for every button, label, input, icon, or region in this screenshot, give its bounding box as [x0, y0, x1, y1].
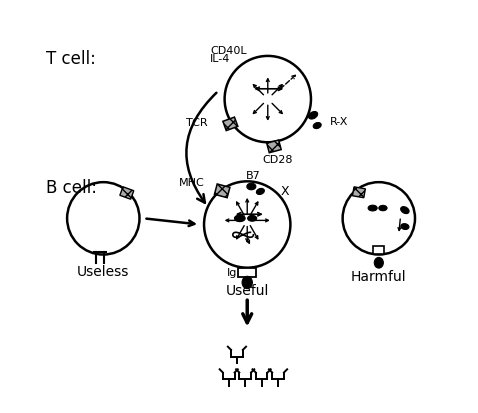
Text: CD40L: CD40L: [210, 45, 247, 56]
Ellipse shape: [235, 216, 245, 222]
Text: X: X: [281, 185, 290, 198]
Text: T cell:: T cell:: [46, 50, 96, 68]
Ellipse shape: [379, 206, 387, 211]
Circle shape: [225, 57, 311, 143]
Text: Ig: Ig: [227, 267, 237, 277]
Ellipse shape: [248, 216, 257, 222]
Ellipse shape: [247, 184, 256, 190]
Bar: [238, 268, 256, 278]
Text: R-X: R-X: [329, 117, 348, 127]
FancyArrowPatch shape: [186, 93, 217, 203]
Bar: [120, 188, 134, 200]
Ellipse shape: [368, 206, 377, 211]
Ellipse shape: [401, 224, 409, 230]
Ellipse shape: [401, 207, 409, 214]
Text: Useful: Useful: [226, 284, 269, 298]
Ellipse shape: [308, 112, 318, 120]
Text: B7: B7: [246, 171, 261, 180]
Ellipse shape: [242, 277, 252, 289]
Ellipse shape: [374, 258, 383, 268]
Ellipse shape: [313, 123, 321, 129]
Bar: [223, 118, 238, 131]
Ellipse shape: [256, 189, 264, 195]
Bar: [215, 185, 230, 198]
Text: IL-4: IL-4: [210, 54, 230, 64]
Text: TCR: TCR: [186, 118, 208, 128]
Text: Useless: Useless: [77, 264, 130, 278]
Bar: [352, 188, 365, 198]
Text: CD28: CD28: [263, 154, 293, 164]
Text: B cell:: B cell:: [46, 179, 97, 197]
Text: Harmful: Harmful: [351, 269, 407, 283]
Bar: [267, 141, 281, 153]
Bar: [373, 247, 384, 254]
Circle shape: [343, 183, 415, 255]
Circle shape: [204, 182, 291, 268]
Text: MHC: MHC: [179, 177, 205, 188]
Circle shape: [67, 183, 140, 255]
